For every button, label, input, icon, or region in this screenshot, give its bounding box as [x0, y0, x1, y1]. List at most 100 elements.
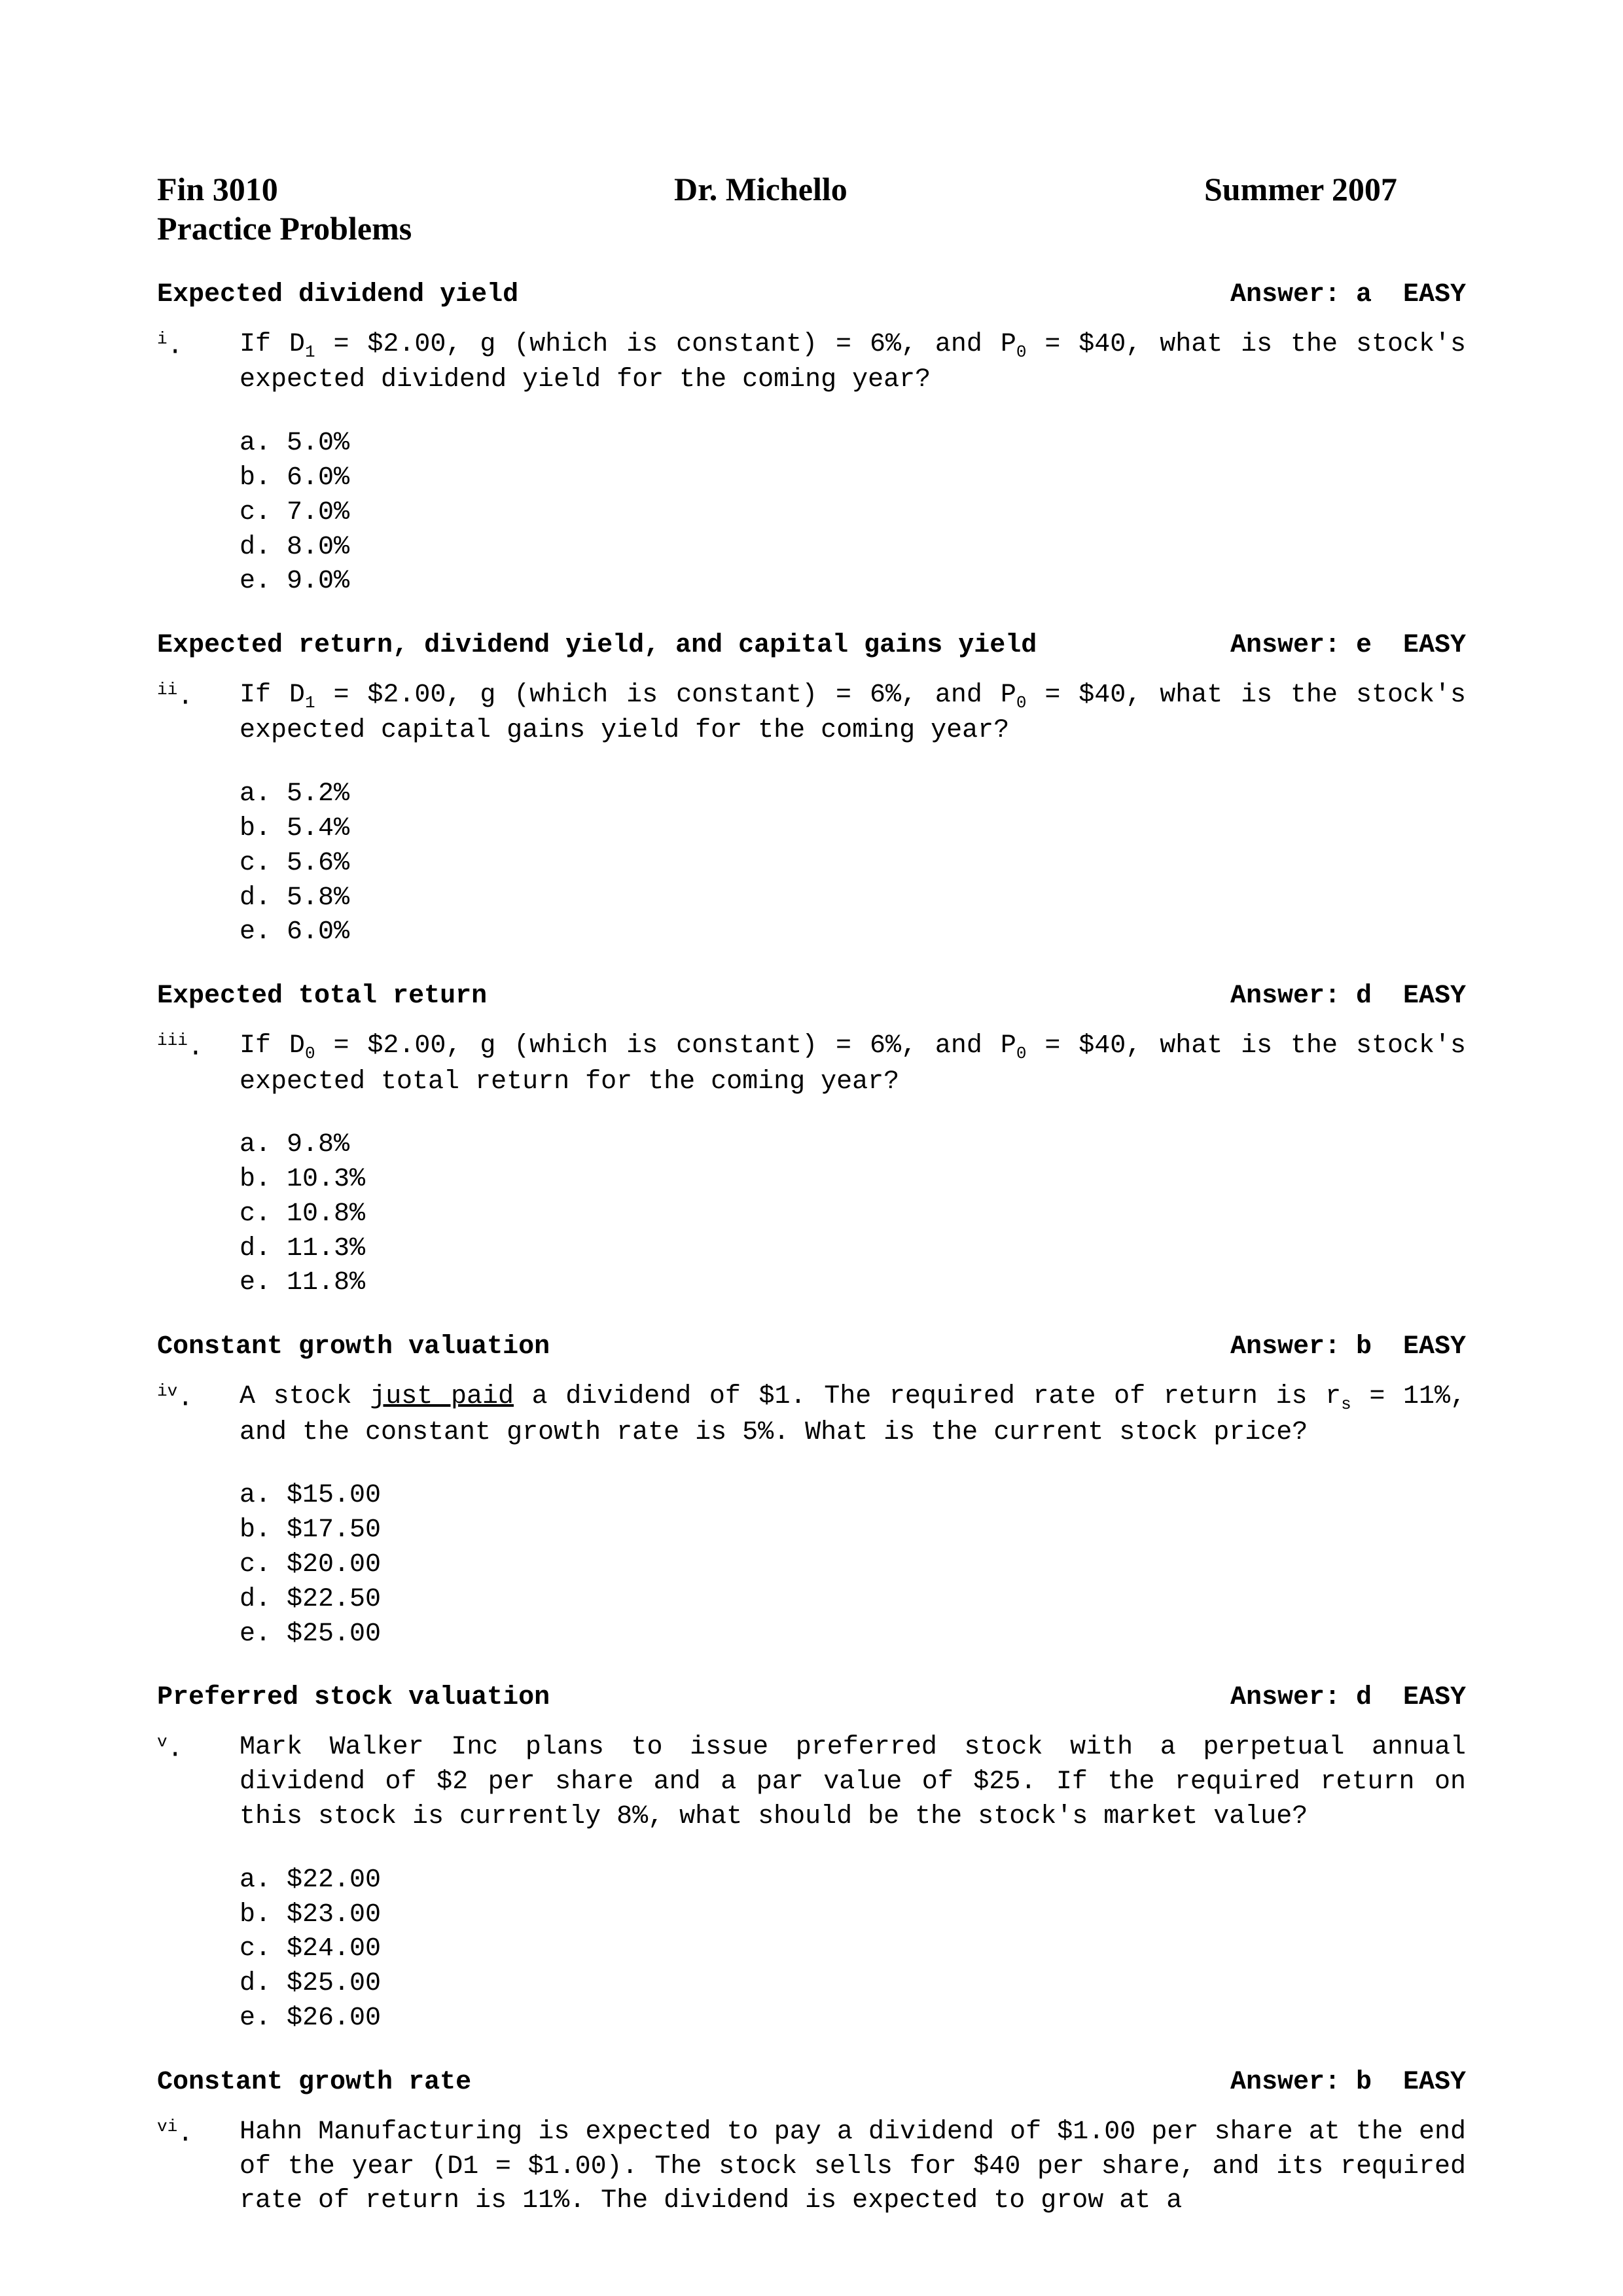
endnote-ref: iv: [157, 1381, 177, 1401]
topic-answer: Answer: d EASY: [1230, 981, 1466, 1011]
option-item: b. 10.3%: [240, 1163, 1466, 1197]
topic-row: Expected return, dividend yield, and cap…: [157, 631, 1466, 660]
option-item: d. 8.0%: [240, 531, 1466, 565]
subscript: 0: [1016, 1044, 1027, 1063]
option-item: b. $17.50: [240, 1513, 1466, 1548]
topic-answer: Answer: e EASY: [1230, 631, 1466, 660]
option-item: a. 9.8%: [240, 1128, 1466, 1163]
option-item: e. 9.0%: [240, 565, 1466, 599]
option-item: c. $20.00: [240, 1548, 1466, 1583]
option-item: c. 10.8%: [240, 1197, 1466, 1232]
endnote-ref: iii: [157, 1031, 188, 1050]
option-item: d. $25.00: [240, 1967, 1466, 2002]
question-body: If D0 = $2.00, g (which is constant) = 6…: [240, 1029, 1466, 1099]
topic-row: Constant growth valuation Answer: b EASY: [157, 1332, 1466, 1362]
subscript: s: [1341, 1394, 1351, 1414]
option-item: b. 5.4%: [240, 812, 1466, 847]
topic-answer: Answer: d EASY: [1230, 1683, 1466, 1712]
text: = $2.00, g (which is constant) = 6%, and…: [315, 1031, 1016, 1061]
question-body: If D1 = $2.00, g (which is constant) = 6…: [240, 328, 1466, 398]
question-number: ii.: [157, 679, 240, 749]
options-list: a. 9.8% b. 10.3% c. 10.8% d. 11.3% e. 11…: [240, 1128, 1466, 1301]
subscript: 0: [1016, 693, 1027, 713]
question-block: vi. Hahn Manufacturing is expected to pa…: [157, 2115, 1466, 2219]
option-item: d. 11.3%: [240, 1232, 1466, 1267]
topic-title: Constant growth rate: [157, 2068, 471, 2097]
option-item: e. $25.00: [240, 1617, 1466, 1652]
question-block: iv. A stock just paid a dividend of $1. …: [157, 1380, 1466, 1450]
header-subtitle: Practice Problems: [157, 209, 1466, 247]
option-item: e. $26.00: [240, 2002, 1466, 2036]
text: If D: [240, 330, 305, 359]
question-number: vi.: [157, 2115, 240, 2219]
header-term: Summer 2007: [1034, 170, 1466, 208]
option-item: c. 7.0%: [240, 496, 1466, 531]
endnote-ref: ii: [157, 680, 177, 699]
qnum-suffix: .: [168, 332, 183, 361]
option-item: d. $22.50: [240, 1583, 1466, 1617]
document-page: Fin 3010 Dr. Michello Summer 2007 Practi…: [0, 0, 1623, 2296]
qnum-suffix: .: [168, 1735, 183, 1765]
topic-row: Constant growth rate Answer: b EASY: [157, 2068, 1466, 2097]
option-item: b. 6.0%: [240, 461, 1466, 496]
text: If D: [240, 680, 305, 710]
header-instructor: Dr. Michello: [596, 170, 1027, 208]
qnum-suffix: .: [177, 2119, 193, 2149]
question-body: If D1 = $2.00, g (which is constant) = 6…: [240, 679, 1466, 749]
option-item: d. 5.8%: [240, 881, 1466, 916]
topic-title: Expected total return: [157, 981, 487, 1011]
qnum-suffix: .: [177, 1385, 193, 1414]
topic-title: Constant growth valuation: [157, 1332, 550, 1362]
option-item: b. $23.00: [240, 1898, 1466, 1933]
option-item: c. $24.00: [240, 1932, 1466, 1967]
header-course: Fin 3010: [157, 170, 589, 208]
topic-answer: Answer: b EASY: [1230, 1332, 1466, 1362]
option-item: a. 5.0%: [240, 427, 1466, 461]
question-number: i.: [157, 328, 240, 398]
topic-title: Expected dividend yield: [157, 280, 518, 309]
topic-row: Expected total return Answer: d EASY: [157, 981, 1466, 1011]
qnum-suffix: .: [177, 682, 193, 712]
option-item: e. 11.8%: [240, 1266, 1466, 1301]
subscript: 1: [305, 342, 315, 362]
endnote-ref: i: [157, 329, 168, 349]
topic-row: Expected dividend yield Answer: a EASY: [157, 280, 1466, 309]
option-item: a. $15.00: [240, 1479, 1466, 1513]
topic-answer: Answer: a EASY: [1230, 280, 1466, 309]
topic-title: Expected return, dividend yield, and cap…: [157, 631, 1037, 660]
option-item: e. 6.0%: [240, 915, 1466, 950]
text: A stock: [240, 1382, 370, 1411]
endnote-ref: v: [157, 1732, 168, 1752]
qnum-suffix: .: [188, 1034, 204, 1063]
text: If D: [240, 1031, 305, 1061]
option-item: a. 5.2%: [240, 777, 1466, 812]
topic-answer: Answer: b EASY: [1230, 2068, 1466, 2097]
options-list: a. 5.2% b. 5.4% c. 5.6% d. 5.8% e. 6.0%: [240, 777, 1466, 950]
endnote-ref: vi: [157, 2117, 177, 2136]
question-body: Mark Walker Inc plans to issue preferred…: [240, 1731, 1466, 1834]
question-body: Hahn Manufacturing is expected to pay a …: [240, 2115, 1466, 2219]
topic-title: Preferred stock valuation: [157, 1683, 550, 1712]
text: = $2.00, g (which is constant) = 6%, and…: [315, 680, 1016, 710]
options-list: a. $22.00 b. $23.00 c. $24.00 d. $25.00 …: [240, 1863, 1466, 2036]
question-number: v.: [157, 1731, 240, 1834]
options-list: a. 5.0% b. 6.0% c. 7.0% d. 8.0% e. 9.0%: [240, 427, 1466, 599]
subscript: 0: [305, 1044, 315, 1063]
question-block: ii. If D1 = $2.00, g (which is constant)…: [157, 679, 1466, 749]
underlined-text: just paid: [370, 1382, 514, 1411]
option-item: c. 5.6%: [240, 847, 1466, 881]
question-block: iii. If D0 = $2.00, g (which is constant…: [157, 1029, 1466, 1099]
options-list: a. $15.00 b. $17.50 c. $20.00 d. $22.50 …: [240, 1479, 1466, 1651]
question-block: i. If D1 = $2.00, g (which is constant) …: [157, 328, 1466, 398]
subscript: 1: [305, 693, 315, 713]
text: a dividend of $1. The required rate of r…: [514, 1382, 1341, 1411]
question-number: iii.: [157, 1029, 240, 1099]
topic-row: Preferred stock valuation Answer: d EASY: [157, 1683, 1466, 1712]
text: = $2.00, g (which is constant) = 6%, and…: [315, 330, 1016, 359]
question-block: v. Mark Walker Inc plans to issue prefer…: [157, 1731, 1466, 1834]
question-number: iv.: [157, 1380, 240, 1450]
header-row: Fin 3010 Dr. Michello Summer 2007: [157, 170, 1466, 208]
subscript: 0: [1016, 342, 1027, 362]
question-body: A stock just paid a dividend of $1. The …: [240, 1380, 1466, 1450]
option-item: a. $22.00: [240, 1863, 1466, 1898]
